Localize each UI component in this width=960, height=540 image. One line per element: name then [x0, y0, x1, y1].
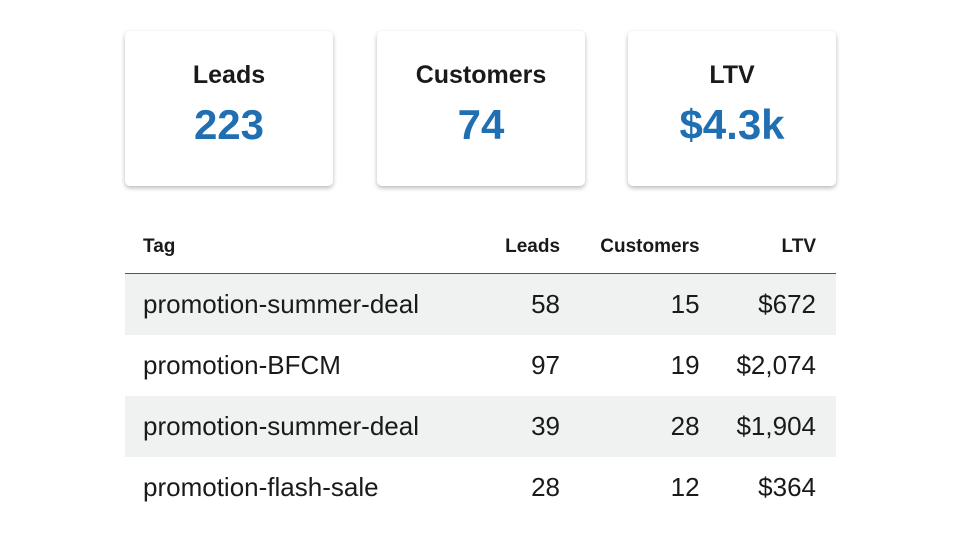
table-cell: 97 — [531, 350, 561, 380]
column-header: Leads — [492, 220, 581, 274]
table-cell: 12 — [670, 472, 700, 502]
column-header: LTV — [719, 220, 836, 274]
table-cell: 19 — [670, 350, 700, 380]
kpi-label: LTV — [709, 61, 755, 89]
table-cell: promotion-BFCM — [143, 350, 341, 380]
kpi-value: $4.3k — [679, 101, 785, 148]
kpi-label: Customers — [415, 61, 547, 89]
table-cell: promotion-summer-deal — [125, 396, 493, 457]
table-cell: promotion-flash-sale — [143, 472, 379, 502]
kpi-card: Leads 223 — [125, 31, 333, 186]
table-row: promotion-BFCM 97 19 $2,074 — [125, 335, 836, 396]
column-header: Tag — [125, 220, 493, 274]
table-row: promotion-summer-deal 39 28 $1,904 — [125, 396, 836, 457]
kpi-value: 223 — [193, 101, 265, 148]
kpi-card: LTV $4.3k — [628, 31, 836, 186]
table-cell: 28 — [580, 396, 720, 457]
header-row: Tag Leads Customers LTV — [125, 220, 836, 274]
tag-table: Tag Leads Customers LTV promotion-summer-dea… — [125, 220, 836, 518]
kpi-label: Leads — [192, 61, 266, 89]
table-cell: 58 — [492, 273, 581, 335]
column-header: Customers — [580, 220, 720, 274]
table-cell: 39 — [492, 396, 581, 457]
table-cell: $2,074 — [736, 350, 816, 380]
table-cell: $672 — [719, 273, 836, 335]
table-row: promotion-summer-deal 58 15 $672 — [125, 273, 836, 335]
table-cell: promotion-summer-deal — [125, 273, 493, 335]
table-cell: $1,904 — [719, 396, 836, 457]
kpi-value: 74 — [457, 101, 505, 148]
kpi-card: Customers 74 — [377, 31, 585, 186]
table-row: promotion-flash-sale 28 12 $364 — [125, 457, 836, 518]
table-cell: 28 — [531, 472, 561, 502]
table-cell: 15 — [580, 273, 720, 335]
table-cell: $364 — [758, 472, 816, 502]
